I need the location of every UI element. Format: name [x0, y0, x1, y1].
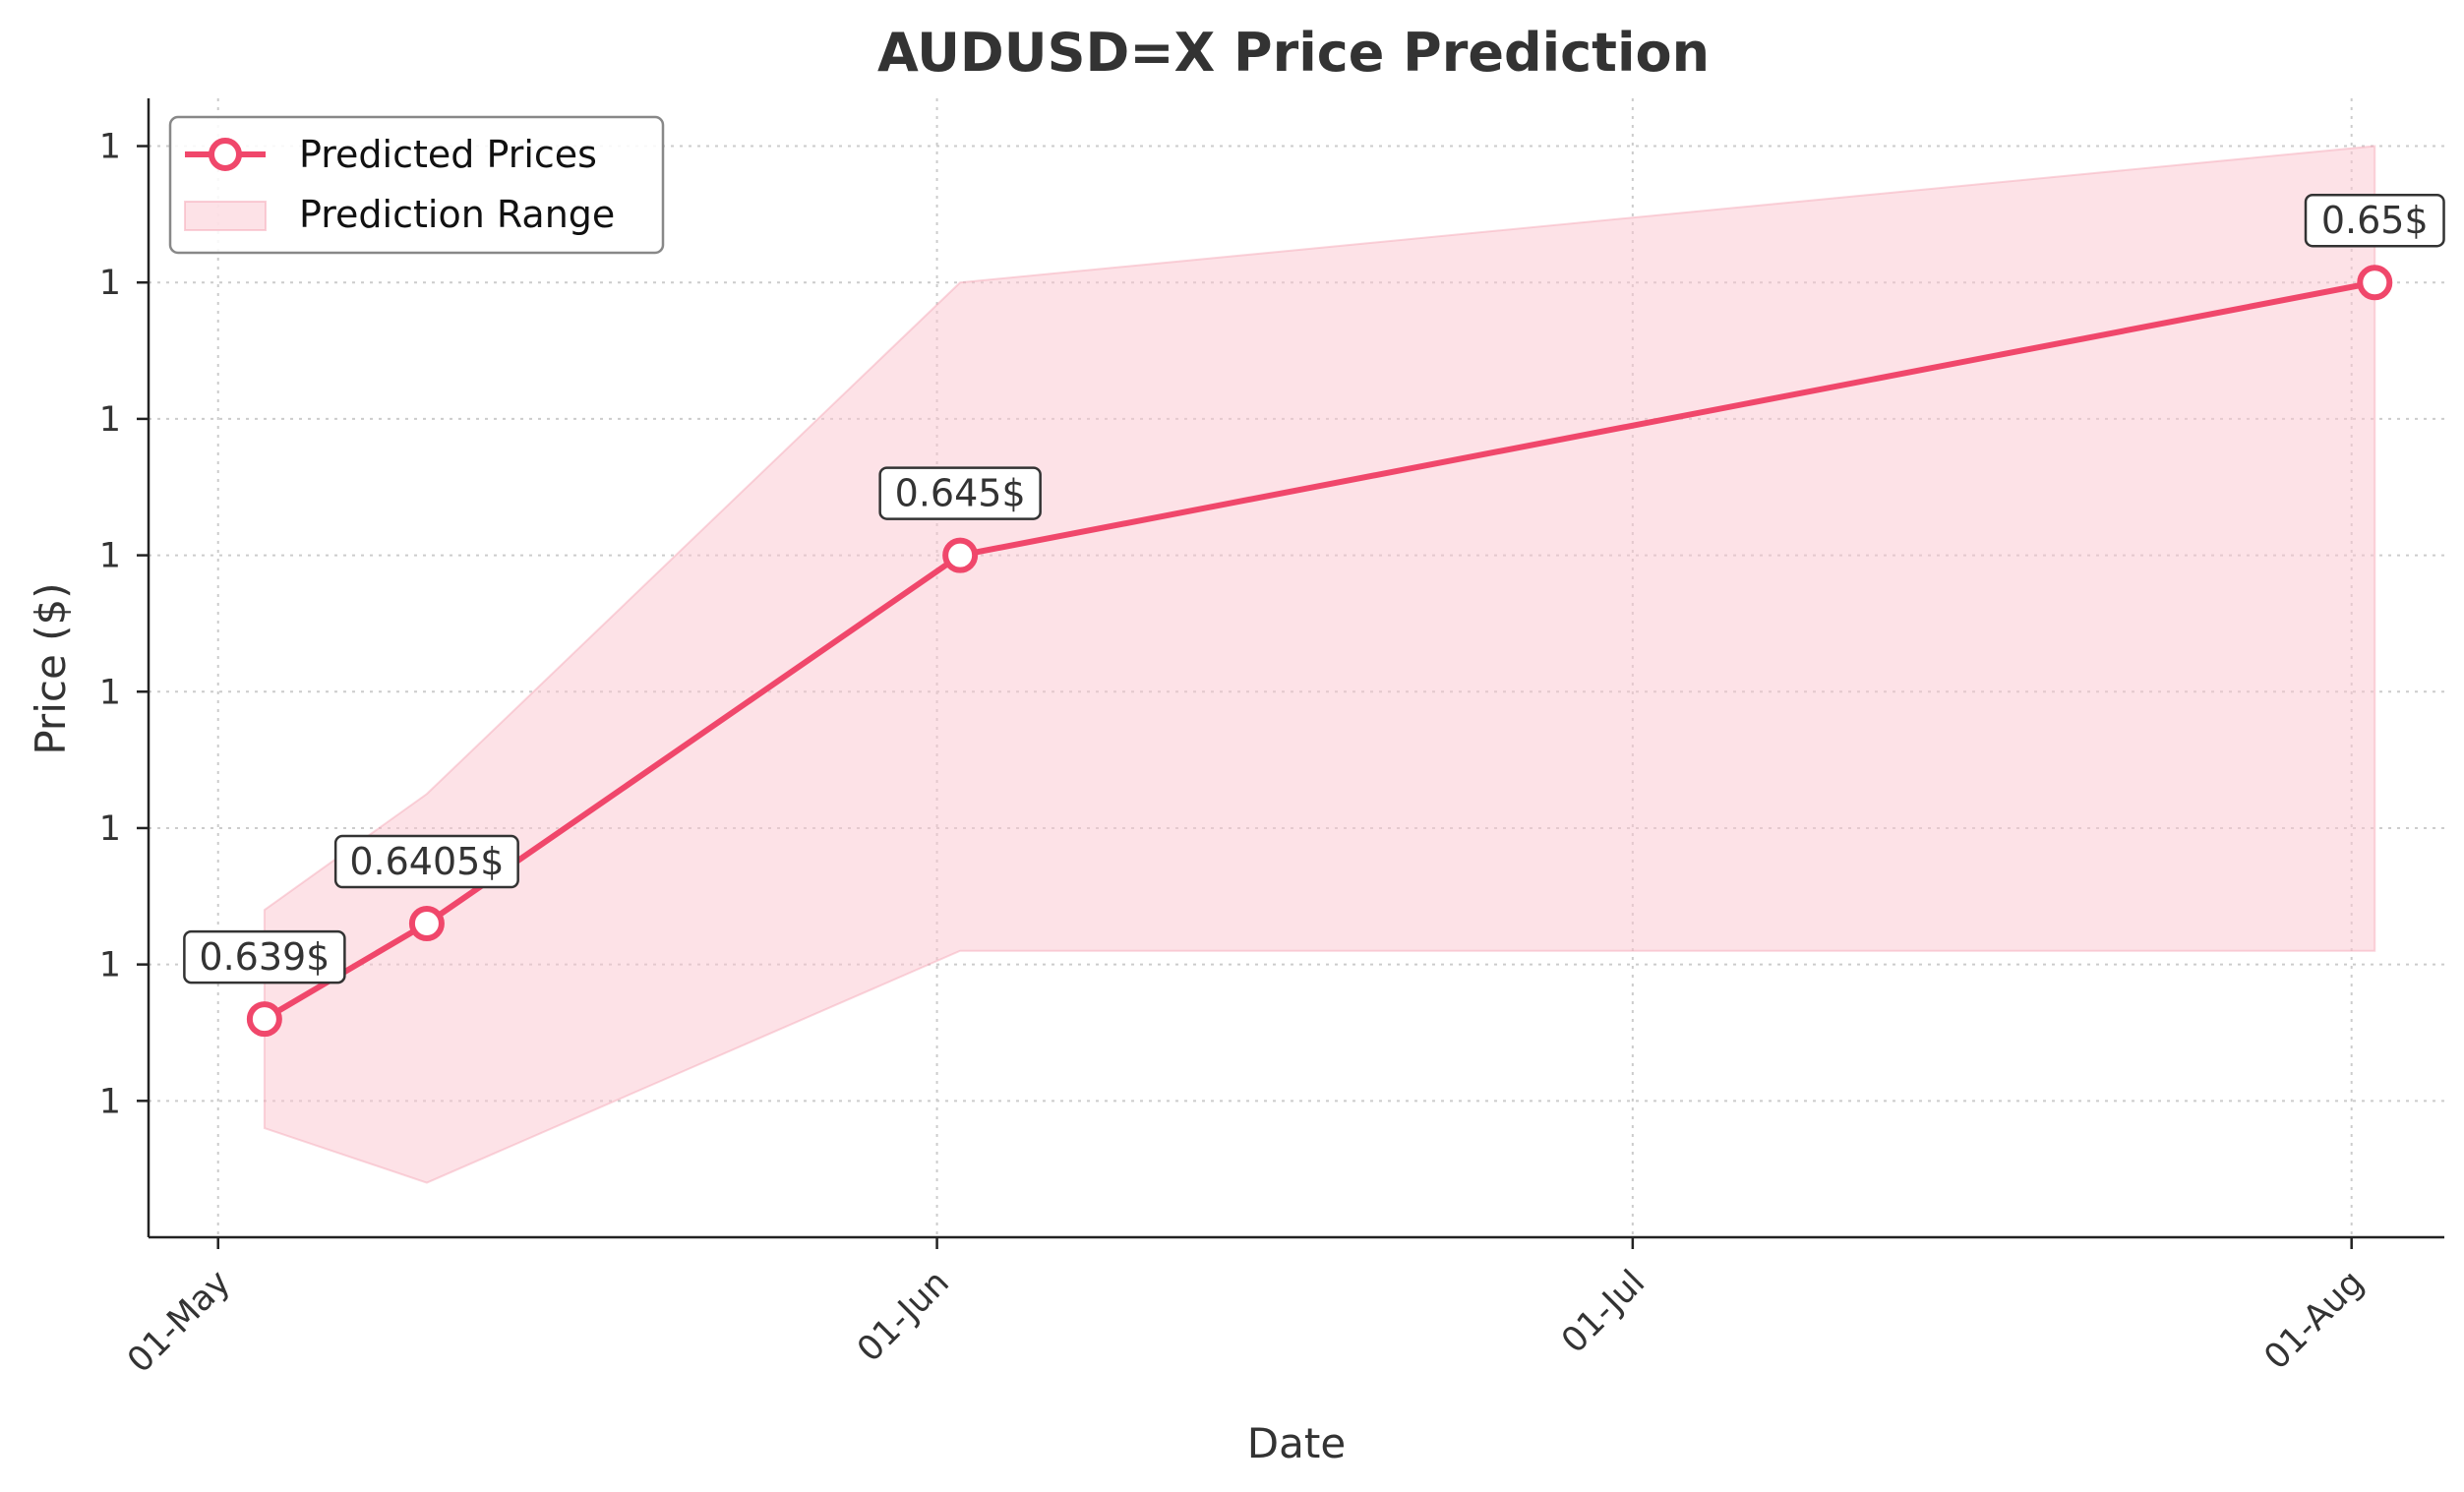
y-tick-label: 1 [99, 537, 121, 576]
legend-label-prediction-range: Prediction Range [299, 193, 615, 236]
legend-frame [168, 115, 665, 255]
y-tick-label: 1 [99, 946, 121, 985]
axes-spines [147, 98, 2444, 1239]
legend: Predicted Prices Prediction Range [168, 115, 665, 255]
data-label-box [333, 834, 519, 889]
data-label-text: 0.645$ [895, 472, 1026, 515]
data-label-box [2304, 193, 2445, 248]
data-label-box [183, 929, 346, 985]
y-tick-label: 1 [99, 673, 121, 712]
predicted-price-point [408, 906, 445, 942]
data-label-text: 0.639$ [199, 935, 330, 979]
y-axis-label: Price ($) [27, 582, 75, 754]
data-label: 0.639$ [183, 929, 346, 985]
y-tick-label: 1 [99, 128, 121, 167]
data-label: 0.645$ [878, 466, 1042, 520]
y-tick-label: 1 [99, 1082, 121, 1121]
data-label: 0.6405$ [333, 834, 519, 889]
data-label-text: 0.6405$ [349, 840, 504, 883]
legend-range-swatch [184, 201, 267, 231]
x-axis-label: Date [1247, 1419, 1346, 1467]
y-tick-label: 1 [99, 809, 121, 849]
data-label-box [878, 466, 1042, 520]
chart-title: AUDUSD=X Price Prediction [877, 22, 1710, 84]
legend-marker-swatch [209, 138, 242, 171]
predicted-price-point [246, 1001, 282, 1038]
predicted-price-point [942, 537, 979, 573]
y-tick-label: 1 [99, 264, 121, 303]
data-label: 0.65$ [2304, 193, 2445, 248]
predicted-price-point [2357, 265, 2393, 301]
prediction-range-area-group [263, 145, 2376, 1184]
data-labels: 0.639$ 0.6405$ 0.645$ 0.65$ [183, 193, 2445, 985]
y-axis-ticks: 1 1 1 1 1 1 1 1 [99, 128, 149, 1121]
data-label-text: 0.65$ [2321, 199, 2429, 242]
y-tick-label: 1 [99, 400, 121, 440]
prediction-range-area [263, 145, 2376, 1184]
legend-label-predicted-prices: Predicted Prices [299, 133, 597, 176]
